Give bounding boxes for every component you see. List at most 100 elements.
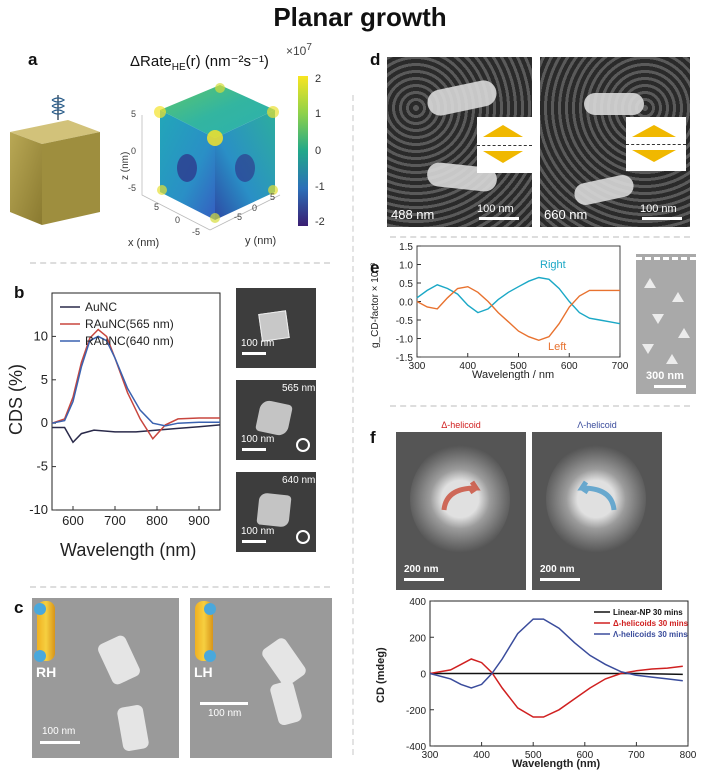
d-scale-right: 100 nm xyxy=(640,203,677,215)
b-ylabel: CDS (%) xyxy=(6,364,26,435)
cube-top-face xyxy=(160,85,275,138)
f-xlabel: Wavelength (nm) xyxy=(512,758,601,770)
cbar-tick-2: 2 xyxy=(315,73,321,85)
b-plot-frame xyxy=(51,292,221,511)
legend-auNC: AuNC xyxy=(85,300,117,314)
b-scale-2: 100 nm xyxy=(241,434,275,445)
d-caption-right: 660 nm xyxy=(544,207,588,222)
cbar-tick-1: 1 xyxy=(315,108,321,120)
x-tick-label: 800 xyxy=(146,513,168,528)
e-plot-frame xyxy=(416,245,621,358)
x-axis-label: x (nm) xyxy=(128,237,159,249)
column-divider xyxy=(352,95,354,755)
y-tick-label: 5 xyxy=(41,372,48,387)
f-scale-right: 200 nm xyxy=(540,564,575,575)
y-tick-label: -1.5 xyxy=(396,353,414,364)
series-line-2 xyxy=(416,285,620,342)
d-scalebar-left xyxy=(479,217,519,220)
rounded-particle-640 xyxy=(256,492,292,528)
rotate-icon xyxy=(296,438,310,452)
nanorod-particle xyxy=(96,633,142,687)
x-tick-label: 500 xyxy=(510,361,527,372)
f-right-title: Λ-helicoid xyxy=(532,420,662,432)
y-tick-label: -0.5 xyxy=(396,316,414,327)
y-tick-label: 0.0 xyxy=(399,298,413,309)
nanorod-particle xyxy=(116,704,150,752)
c-scalebar-right xyxy=(200,702,248,705)
e-label-right: Right xyxy=(540,259,566,271)
exponent-base: ×10 xyxy=(286,44,307,58)
helix-icon xyxy=(51,97,66,115)
y-tick-label: -5 xyxy=(36,459,48,474)
x-tick-label: 800 xyxy=(680,750,697,761)
y-tick-label: 200 xyxy=(409,633,426,644)
b-scalebar-3 xyxy=(242,540,266,543)
c-tag-lh: LH xyxy=(194,664,213,680)
legend-linear: Linear-NP 30 mins xyxy=(613,608,683,617)
particle-chain xyxy=(572,173,636,207)
b-scalebar-1 xyxy=(242,352,266,355)
f-scalebar-right xyxy=(540,578,580,581)
panel-a-title-main: ΔRate xyxy=(130,53,172,70)
helicoid-particle xyxy=(546,444,646,554)
x-tick-label: 400 xyxy=(459,361,476,372)
cbar-tick-neg2: -2 xyxy=(315,216,325,228)
d-scale-left: 100 nm xyxy=(477,203,514,215)
x-tick-label: 600 xyxy=(62,513,84,528)
cube-front xyxy=(10,132,42,225)
d-inset-right xyxy=(626,117,686,171)
c-sem-left: RH 100 nm xyxy=(32,598,179,758)
nanorod-particle xyxy=(268,679,304,727)
e-xlabel: Wavelength / nm xyxy=(472,369,554,380)
particle-chain xyxy=(425,78,499,118)
x-tick-label: 900 xyxy=(188,513,210,528)
y-tick-label: 400 xyxy=(409,597,426,608)
x-tick-label: 300 xyxy=(422,750,439,761)
x-tick-label: 600 xyxy=(576,750,593,761)
x-tick-neg5: -5 xyxy=(192,227,200,237)
panel-e-label: e xyxy=(370,258,380,277)
z-tick-0: 0 xyxy=(131,146,136,156)
y-tick-label: 1.5 xyxy=(399,242,413,253)
b-scalebar-2 xyxy=(242,448,266,451)
z-tick-neg5: -5 xyxy=(128,183,136,193)
nanorod-lh-illustration xyxy=(195,601,213,661)
gold-cube-illustration xyxy=(10,95,100,225)
b-sem-image-3: 640 nm 100 nm xyxy=(236,472,316,552)
z-axis-label: z (nm) xyxy=(120,152,131,180)
clockwise-arrow-icon xyxy=(441,480,481,511)
b-sem-image-2: 565 nm 100 nm xyxy=(236,380,316,460)
x-tick-0: 0 xyxy=(175,215,180,225)
b-xlabel: Wavelength (nm) xyxy=(60,540,196,560)
series-line-2 xyxy=(429,658,683,718)
legend-640: RAuNC(640 nm) xyxy=(85,334,174,348)
helicoid-particle xyxy=(410,444,510,554)
y-tick-label: 1.0 xyxy=(399,261,413,272)
y-axis-label: y (nm) xyxy=(245,235,276,247)
c-sem-right: LH 100 nm xyxy=(190,598,332,758)
nanorod-rh-illustration xyxy=(37,601,55,661)
separator-b-c xyxy=(30,586,330,588)
d-inset-left xyxy=(477,117,532,173)
f-left-title: Δ-helicoid xyxy=(396,420,526,432)
panel-f-label: f xyxy=(370,428,376,447)
counterclockwise-arrow-icon xyxy=(577,480,617,511)
cbar-tick-0: 0 xyxy=(315,145,321,157)
panel-e-chart: g_CD-factor × 10⁻³ Wavelength / nm 1.5 1.… xyxy=(370,242,629,380)
cube-side xyxy=(42,132,100,225)
c-scale-right: 100 nm xyxy=(208,708,242,719)
panel-a-title: ΔRateHE(r) (nm⁻²s⁻¹) xyxy=(130,52,269,73)
rate-cube-plot: 2 1 0 -1 -2 z (nm) 5 0 -5 5 0 -5 -5 0 5 … xyxy=(120,73,325,249)
y-tick-0: 0 xyxy=(252,203,257,213)
f-scale-left: 200 nm xyxy=(404,564,439,575)
separator-a-b xyxy=(30,262,330,264)
series-line-3 xyxy=(51,335,220,427)
b-scale-3: 100 nm xyxy=(241,526,275,537)
y-tick-label: 0.5 xyxy=(399,279,413,290)
b-sem-image-1: 100 nm xyxy=(236,288,316,368)
colorbar xyxy=(298,76,308,226)
y-tick-5: 5 xyxy=(270,192,275,202)
separator-e-f xyxy=(390,405,690,407)
panel-a-title-rest: (r) (nm⁻²s⁻¹) xyxy=(185,53,269,70)
rounded-particle-565 xyxy=(255,399,293,437)
